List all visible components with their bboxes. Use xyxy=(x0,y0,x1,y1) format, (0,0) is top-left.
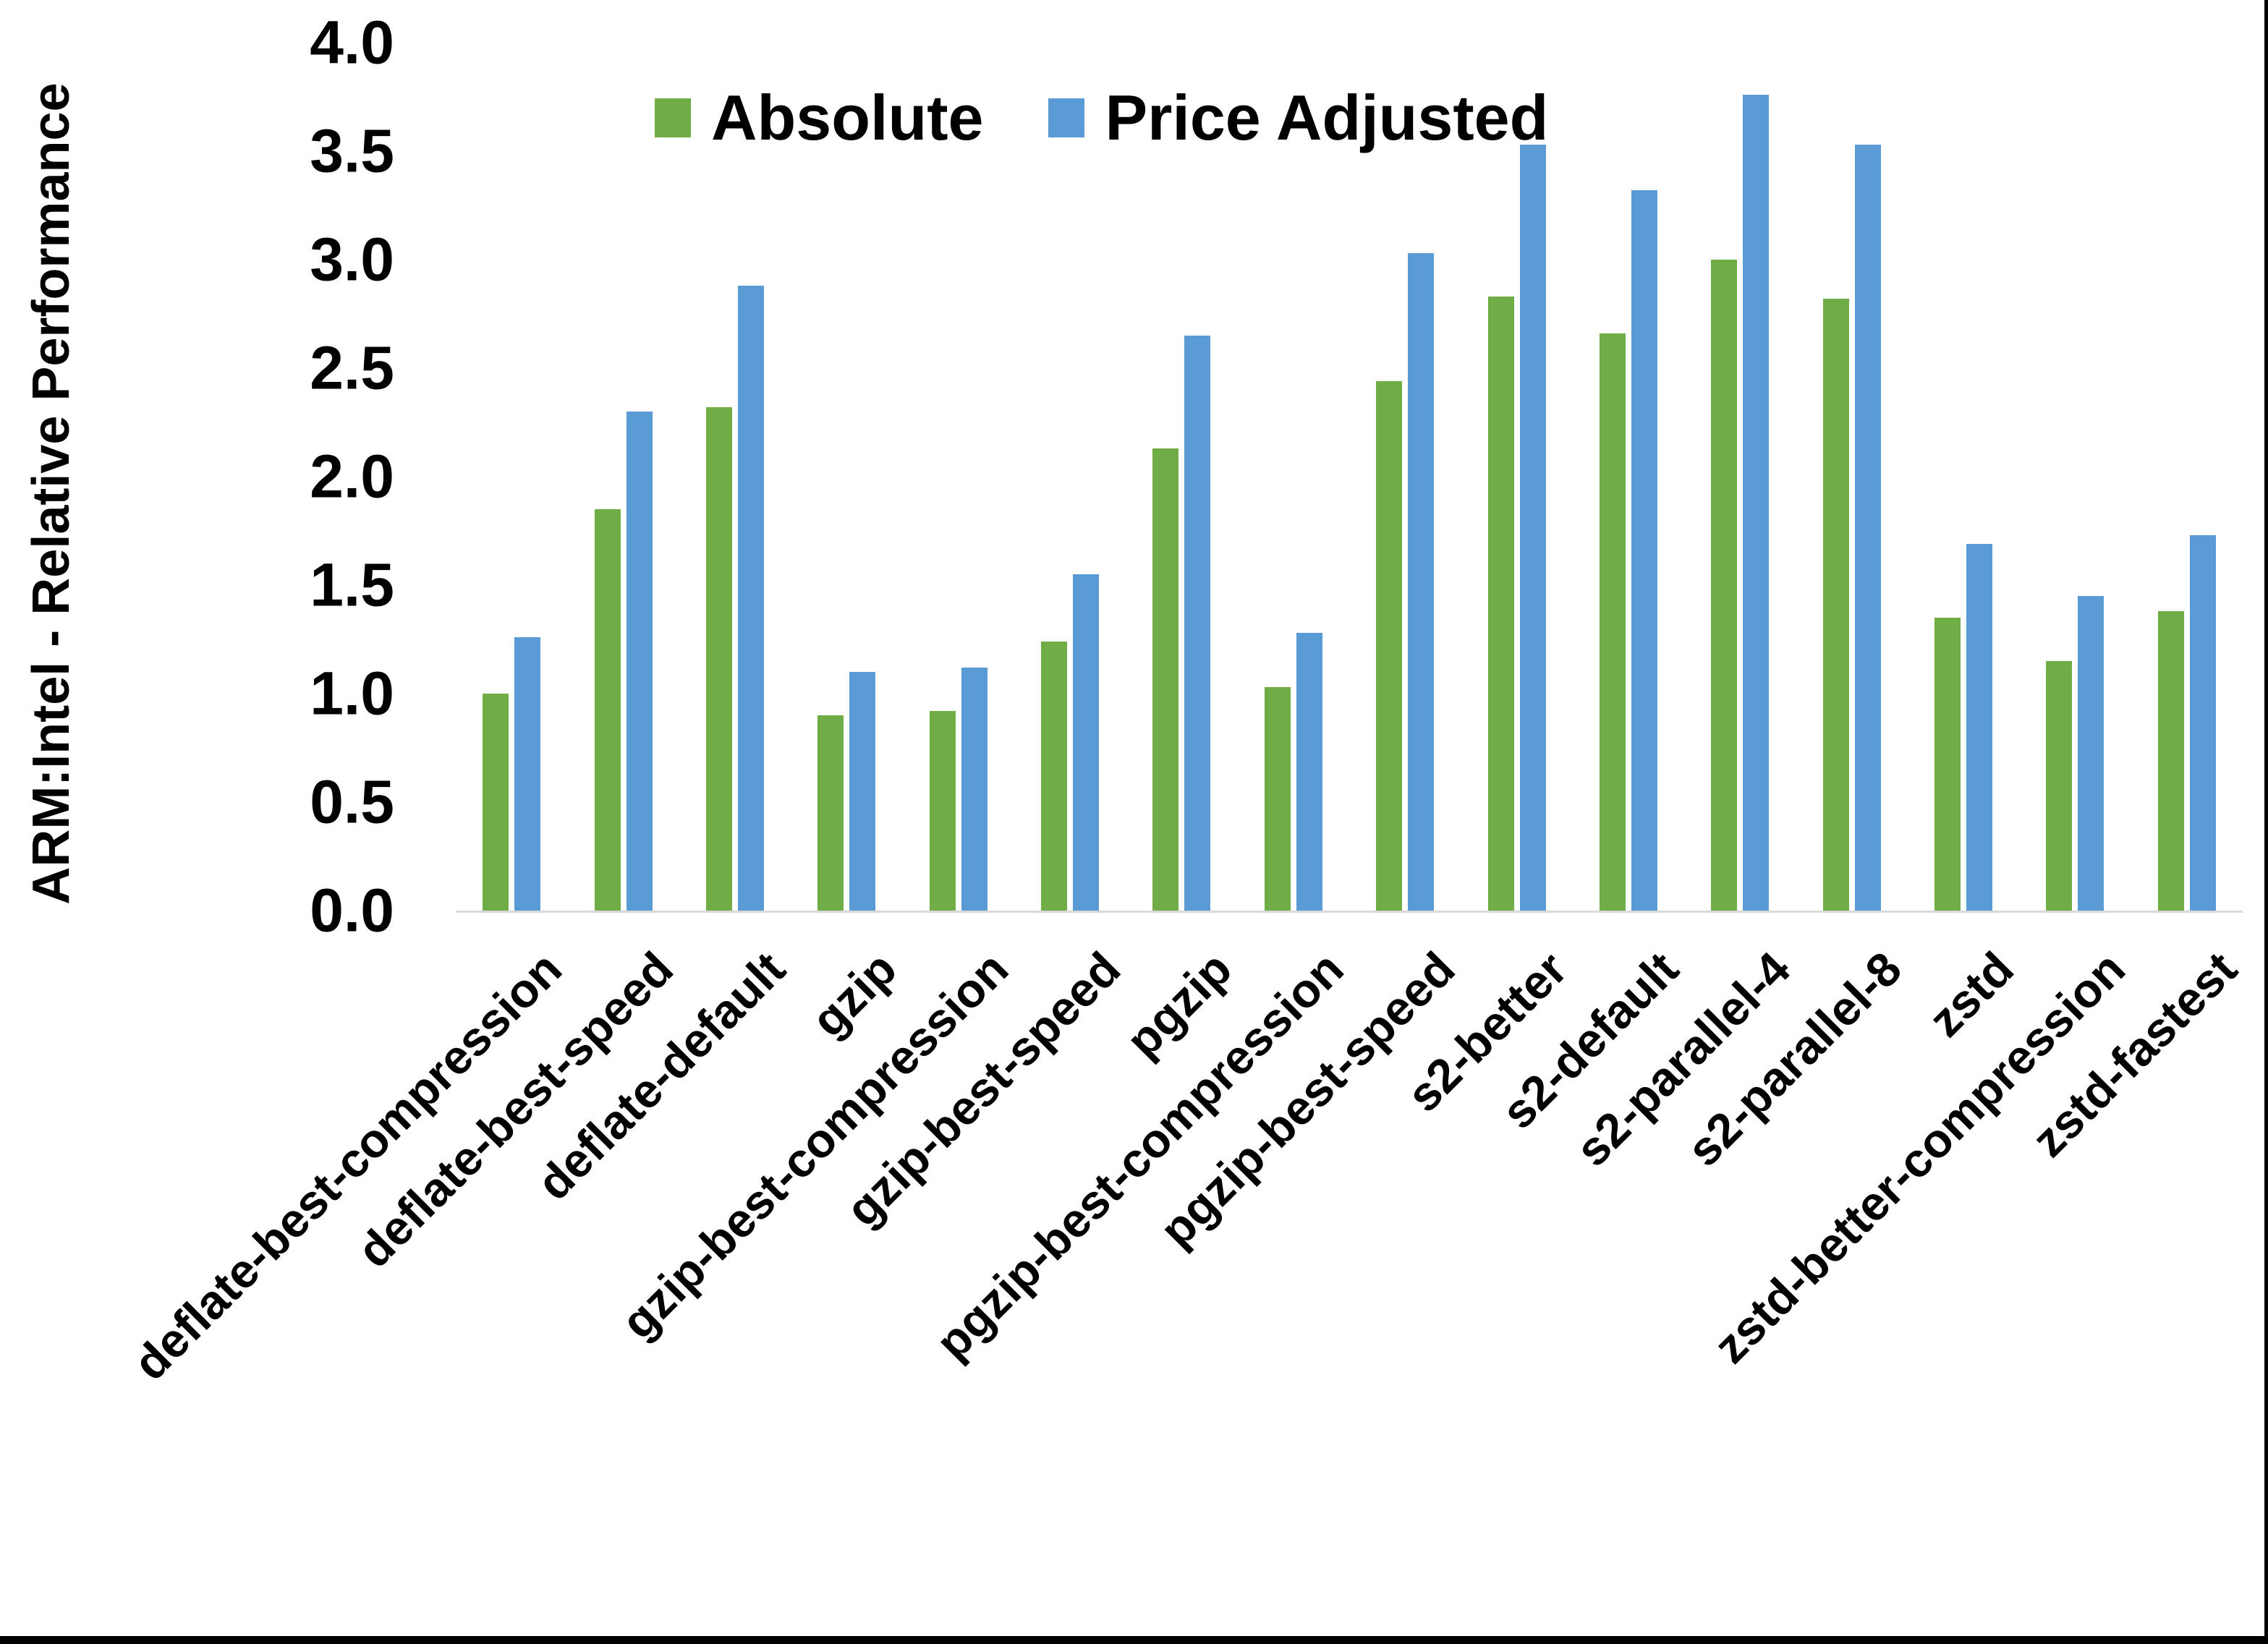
bar-group-deflate-best-compression xyxy=(456,43,567,911)
bar-absolute-gzip xyxy=(817,715,844,911)
bar-absolute-zstd-better-compression xyxy=(2046,661,2073,911)
bar-absolute-s2-parallel-8 xyxy=(1822,299,1849,911)
bar-group-s2-default xyxy=(1573,43,1684,911)
bar-group-zstd xyxy=(1908,43,2019,911)
bar-price-adjusted-gzip-best-speed xyxy=(1073,574,1100,911)
bar-group-zstd-fastest xyxy=(2131,43,2243,911)
x-axis-line xyxy=(456,911,2243,913)
x-axis-category-labels: deflate-best-compression deflate-best-spe… xyxy=(123,43,2247,1390)
bar-price-adjusted-deflate-best-compression xyxy=(514,637,541,911)
bar-group-s2-parallel-4 xyxy=(1684,43,1796,911)
bar-price-adjusted-deflate-default xyxy=(737,286,764,911)
y-tick-label: 0.5 xyxy=(310,767,394,836)
bar-group-pgzip xyxy=(1126,43,1237,911)
bar-absolute-s2-parallel-4 xyxy=(1711,260,1738,911)
image-border-bottom xyxy=(0,1636,2268,1644)
bar-price-adjusted-gzip-best-compression xyxy=(961,668,988,911)
bar-price-adjusted-s2-default xyxy=(1631,190,1657,911)
bar-price-adjusted-s2-better xyxy=(1519,145,1546,911)
legend-entry-price-adjusted: Price Adjusted xyxy=(1048,81,1548,155)
y-tick-label: 0.0 xyxy=(310,876,394,945)
bar-absolute-zstd xyxy=(1934,618,1961,911)
bar-price-adjusted-gzip xyxy=(849,672,876,911)
bar-absolute-deflate-best-compression xyxy=(483,694,509,911)
x-category-label-deflate-best-compression: deflate-best-compression xyxy=(122,941,572,1390)
bar-group-zstd-better-compression xyxy=(2019,43,2131,911)
bar-absolute-deflate-best-speed xyxy=(594,509,621,911)
bar-group-deflate-best-speed xyxy=(567,43,679,911)
bar-price-adjusted-s2-parallel-4 xyxy=(1743,95,1770,911)
legend: Absolute Price Adjusted xyxy=(655,81,1548,155)
bar-absolute-deflate-default xyxy=(705,407,732,911)
legend-label-price-adjusted: Price Adjusted xyxy=(1105,82,1549,153)
bar-series-container xyxy=(456,43,2243,911)
bar-absolute-s2-better xyxy=(1487,297,1514,911)
legend-label-absolute: Absolute xyxy=(711,82,984,153)
bar-absolute-pgzip xyxy=(1152,448,1179,911)
y-tick-label: 2.5 xyxy=(310,333,394,402)
y-tick-label: 3.0 xyxy=(310,225,394,294)
bar-price-adjusted-s2-parallel-8 xyxy=(1854,145,1881,911)
bar-group-pgzip-best-compression xyxy=(1238,43,1349,911)
bar-group-s2-parallel-8 xyxy=(1796,43,1908,911)
bar-price-adjusted-zstd-fastest xyxy=(2189,535,2216,911)
y-tick-label: 4.0 xyxy=(310,8,394,77)
bar-absolute-pgzip-best-speed xyxy=(1376,381,1403,911)
y-tick-label: 1.0 xyxy=(310,659,394,728)
legend-swatch-absolute xyxy=(655,98,691,137)
bar-absolute-pgzip-best-compression xyxy=(1264,687,1291,911)
bar-absolute-s2-default xyxy=(1599,333,1626,911)
y-tick-label: 2.0 xyxy=(310,442,394,511)
bar-group-gzip-best-speed xyxy=(1014,43,1126,911)
bar-price-adjusted-deflate-best-speed xyxy=(626,412,653,911)
y-tick-label: 1.5 xyxy=(310,550,394,619)
bar-price-adjusted-zstd-better-compression xyxy=(2078,596,2105,911)
bar-price-adjusted-pgzip xyxy=(1184,336,1211,911)
y-axis-title: ARM:Intel - Relative Performance xyxy=(22,82,80,905)
bar-price-adjusted-pgzip-best-compression xyxy=(1296,633,1322,911)
bar-group-gzip xyxy=(791,43,902,911)
bar-price-adjusted-pgzip-best-speed xyxy=(1408,253,1435,911)
bar-price-adjusted-zstd xyxy=(1966,544,1993,911)
bar-group-s2-better xyxy=(1461,43,1572,911)
y-axis-tick-labels: 0.0 0.5 1.0 1.5 2.0 2.5 3.0 3.5 4.0 xyxy=(213,9,394,945)
bar-group-gzip-best-compression xyxy=(903,43,1014,911)
plot-area xyxy=(456,43,2243,913)
legend-entry-absolute: Absolute xyxy=(655,81,983,155)
bar-group-deflate-default xyxy=(679,43,791,911)
image-border-right xyxy=(2264,0,2268,1644)
legend-swatch-price-adjusted xyxy=(1048,98,1085,137)
bar-group-pgzip-best-speed xyxy=(1349,43,1461,911)
bar-absolute-gzip-best-speed xyxy=(1041,642,1068,911)
bar-absolute-zstd-fastest xyxy=(2157,611,2184,911)
y-tick-label: 3.5 xyxy=(310,116,394,185)
bar-absolute-gzip-best-compression xyxy=(929,711,956,911)
